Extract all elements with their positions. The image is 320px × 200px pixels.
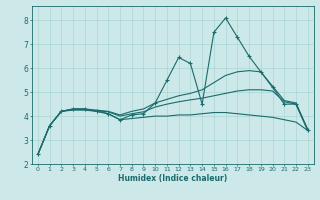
X-axis label: Humidex (Indice chaleur): Humidex (Indice chaleur) xyxy=(118,174,228,183)
